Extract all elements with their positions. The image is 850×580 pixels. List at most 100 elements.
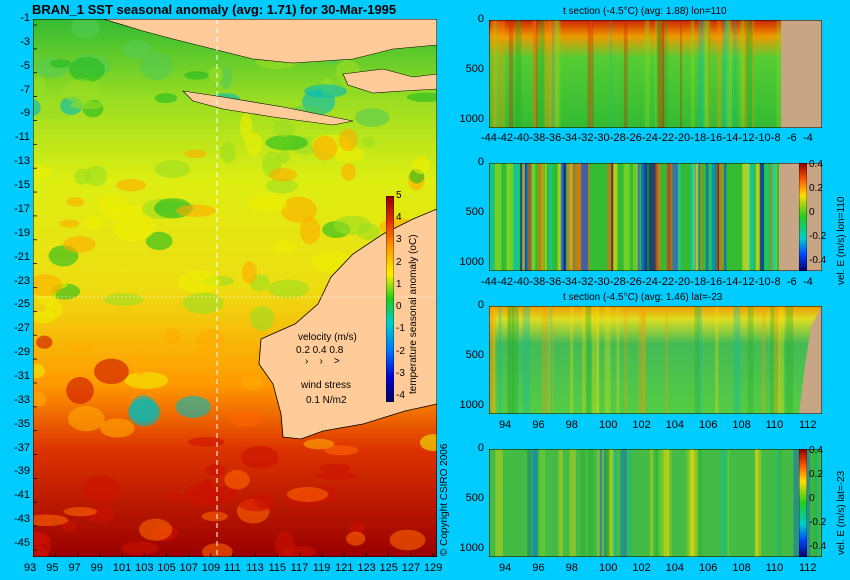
p1-x-tick-label: -16 — [706, 132, 723, 144]
p2-x-tick-label: -26 — [625, 276, 642, 288]
p1-x-tick-label: -22 — [658, 132, 674, 144]
map-x-tick-label: 115 — [268, 562, 286, 574]
map-x-tick-label: 119 — [312, 562, 331, 574]
p3-x-tick-label: 102 — [632, 419, 651, 431]
p2-cb-tick-label: 0.2 — [809, 183, 823, 194]
map-x-tick-label: 121 — [335, 562, 354, 574]
p2-x-tick-label: -32 — [577, 276, 594, 288]
p4-x-tick-label: 98 — [565, 562, 578, 574]
panel1-y-axis: 0 500 1000 — [452, 13, 486, 128]
map-x-tick-label: 103 — [135, 562, 154, 574]
map-y-tick-label: -9 — [20, 107, 30, 120]
p1-x-tick-label: -26 — [625, 132, 642, 144]
p2-y-tick-label: 0 — [477, 156, 484, 168]
map-y-tick-label: -37 — [14, 441, 30, 454]
p4-cb-tick-label: -0.4 — [809, 541, 827, 552]
p4-cb-tick-label: -0.2 — [809, 517, 827, 528]
p4-y-tick-label: 500 — [465, 492, 484, 504]
p3-x-tick-label: 98 — [565, 419, 578, 431]
p4-x-tick-label: 106 — [699, 562, 718, 574]
map-y-tick-label: -1 — [20, 12, 30, 24]
map-x-tick-label: 117 — [290, 562, 309, 574]
p2-x-tick-label: -10 — [754, 276, 771, 288]
p1-x-tick-label: -4 — [803, 132, 813, 144]
panel3-y-axis: 0 500 1000 — [452, 299, 486, 414]
map-y-tick-label: -5 — [20, 59, 30, 72]
map-x-tick-label: 113 — [246, 562, 264, 574]
map-y-tick-label: -17 — [14, 202, 30, 215]
p2-y-tick-label: 500 — [465, 206, 484, 218]
p4-x-tick-label: 112 — [799, 562, 817, 574]
map-title: BRAN_1 SST seasonal anomaly (avg: 1.71) … — [32, 2, 397, 17]
map-y-tick-label: -21 — [14, 250, 30, 263]
map-x-tick-label: 125 — [379, 562, 398, 574]
p3-x-tick-label: 100 — [599, 419, 618, 431]
p1-x-tick-label: -40 — [513, 132, 530, 144]
p1-x-tick-label: -42 — [497, 132, 513, 144]
panel1-title: t section (-4.5°C) (avg: 1.88) lon=110 — [563, 6, 727, 17]
map-y-tick-label: -31 — [14, 369, 30, 382]
map-y-tick-label: -27 — [14, 322, 30, 335]
p1-x-tick-label: -44 — [481, 132, 497, 144]
sst-cb-tick-label: 0 — [396, 301, 402, 313]
p4-cb-tick-label: 0.4 — [809, 445, 823, 456]
p2-cb-tick-label: -0.2 — [809, 231, 827, 242]
panel4-plot — [489, 449, 822, 557]
panel2-x-axis: -44 -42 -40 -38 -36 -34 -32 -30 -28 -26 -24 -22 -20-… — [481, 276, 822, 290]
map-x-tick-label: 93 — [24, 562, 37, 574]
p1-x-tick-label: -14 — [722, 132, 739, 144]
p4-x-tick-label: 96 — [532, 562, 545, 574]
map-y-tickmarks — [33, 24, 37, 551]
p3-x-tick-label: 104 — [665, 419, 685, 431]
p1-x-tick-label: -18 — [690, 132, 707, 144]
p2-x-tick-label: -8 — [770, 276, 781, 288]
p2-x-tick-label: -36 — [545, 276, 562, 288]
p1-x-tick-label: -24 — [642, 132, 658, 144]
p1-x-tick-label: -10 — [754, 132, 771, 144]
panel2-colorbar-label: vel. E (m/s) lon=110 — [836, 196, 847, 285]
sst-cb-tick-label: -3 — [396, 367, 405, 379]
map-x-tick-label: 101 — [112, 562, 132, 574]
panel3-plot — [489, 306, 822, 414]
sst-map — [33, 19, 437, 557]
p2-x-tick-label: -28 — [609, 276, 626, 288]
p4-cb-tick-label: 0.2 — [809, 469, 823, 480]
p2-x-tick-label: -6 — [786, 276, 797, 288]
panel1-x-axis: -44 -42 -40 -38 -36 -34 -32 -30 -28 -26 -24 -22 -20-… — [481, 132, 822, 146]
map-y-tick-label: -15 — [14, 179, 30, 192]
p1-x-tick-label: -28 — [609, 132, 626, 144]
p2-x-tick-label: -18 — [690, 276, 707, 288]
p3-y-tick-label: 500 — [465, 349, 484, 361]
p4-x-tick-label: 94 — [499, 562, 512, 574]
map-x-tick-label: 99 — [90, 562, 103, 574]
sst-colorbar-ticks: 5 4 3 2 1 0 -1 -2 -3 -4 — [396, 190, 410, 402]
sst-cb-tick-label: 5 — [396, 190, 402, 201]
p4-x-tick-label: 100 — [599, 562, 618, 574]
map-y-tick-label: -39 — [14, 465, 30, 478]
map-x-tick-label: 109 — [201, 562, 221, 574]
p4-x-tick-label: 110 — [765, 562, 784, 574]
p1-x-tick-label: -38 — [529, 132, 546, 144]
p3-y-tick-label: 0 — [477, 299, 484, 311]
map-y-tick-label: -29 — [14, 346, 30, 359]
map-y-tick-label: -41 — [14, 489, 30, 502]
p1-x-tick-label: -20 — [674, 132, 691, 144]
p1-x-tick-label: -30 — [593, 132, 610, 144]
p3-x-tick-label: 108 — [732, 419, 751, 431]
p1-x-tick-label: -6 — [786, 132, 797, 144]
map-x-tick-label: 127 — [401, 562, 421, 574]
p1-x-tick-label: -36 — [545, 132, 562, 144]
sst-cb-tick-label: -1 — [396, 323, 405, 335]
land-islands — [342, 68, 437, 94]
p2-x-tick-label: -16 — [706, 276, 723, 288]
sst-colorbar-label: temperature seasonal anomaly (oC) — [408, 234, 419, 394]
p4-x-tick-label: 104 — [665, 562, 685, 574]
p2-x-tick-label: -12 — [738, 276, 755, 288]
p4-y-tick-label: 1000 — [459, 542, 484, 554]
map-y-tick-label: -35 — [14, 417, 30, 430]
p1-y-tick-label: 1000 — [459, 113, 484, 125]
panel2-colorbar-ticks: 0.4 0.2 0 -0.2 -0.4 — [809, 159, 833, 271]
p2-cb-tick-label: 0.4 — [809, 159, 823, 170]
p1-x-tick-label: -34 — [561, 132, 578, 144]
p1-x-tick-label: -12 — [738, 132, 755, 144]
